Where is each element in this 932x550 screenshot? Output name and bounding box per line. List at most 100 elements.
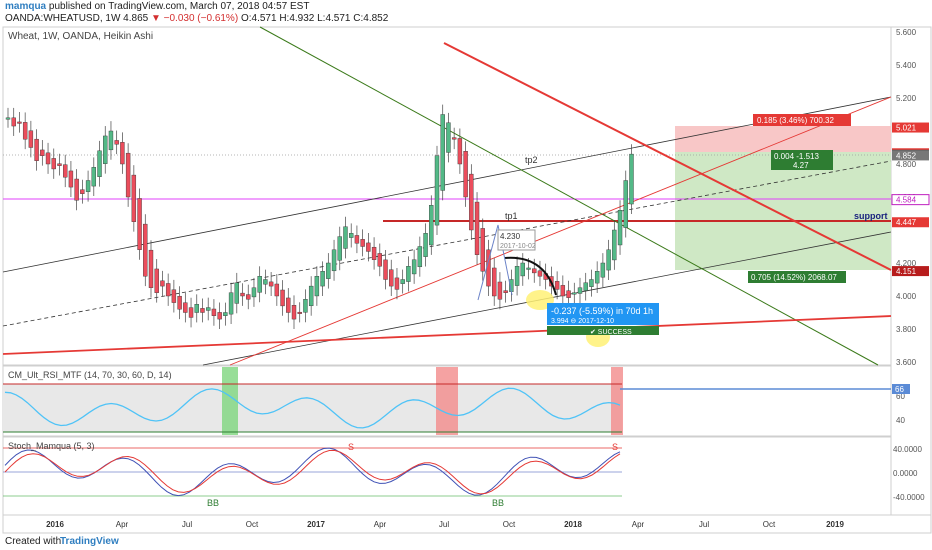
candle-body[interactable] — [594, 271, 600, 284]
candle-body[interactable] — [434, 155, 440, 226]
red-rising-line[interactable] — [229, 96, 892, 366]
candle-body[interactable] — [429, 205, 434, 246]
candle-body[interactable] — [411, 259, 417, 275]
candle-body[interactable] — [446, 122, 451, 153]
candle-body[interactable] — [297, 311, 302, 314]
candle-body[interactable] — [148, 249, 154, 288]
candle-body[interactable] — [417, 246, 423, 268]
candle-body[interactable] — [5, 117, 11, 120]
candle-body[interactable] — [583, 282, 588, 291]
candle-body[interactable] — [131, 174, 137, 222]
candle-body[interactable] — [566, 290, 571, 298]
candle-body[interactable] — [286, 297, 291, 313]
candle-body[interactable] — [440, 114, 445, 191]
candle-body[interactable] — [45, 152, 51, 165]
candle-body[interactable] — [246, 294, 251, 300]
candle-body[interactable] — [194, 304, 199, 313]
candle-body[interactable] — [160, 280, 165, 287]
candle-body[interactable] — [526, 267, 531, 270]
tp2-label[interactable]: tp2 — [525, 155, 538, 165]
candle-body[interactable] — [577, 287, 583, 294]
support-label[interactable]: support — [854, 211, 888, 221]
candle-body[interactable] — [217, 312, 222, 320]
candle-body[interactable] — [188, 307, 194, 318]
candle-body[interactable] — [200, 308, 205, 313]
candle-body[interactable] — [389, 269, 394, 287]
candle-body[interactable] — [503, 290, 508, 293]
candle-body[interactable] — [257, 276, 262, 293]
candle-body[interactable] — [108, 130, 114, 151]
measure-arc[interactable] — [504, 256, 557, 296]
candle-body[interactable] — [463, 151, 468, 198]
candle-body[interactable] — [349, 233, 354, 238]
candle-body[interactable] — [57, 163, 62, 166]
candle-body[interactable] — [560, 285, 566, 297]
candle-body[interactable] — [480, 228, 485, 272]
candle-body[interactable] — [223, 312, 228, 316]
candle-body[interactable] — [383, 259, 388, 280]
tp1-label[interactable]: tp1 — [505, 211, 518, 221]
stop-label-box[interactable] — [748, 271, 846, 283]
rsi-line[interactable] — [4, 387, 621, 429]
candle-body[interactable] — [74, 178, 79, 201]
candle-body[interactable] — [589, 279, 594, 287]
candle-body[interactable] — [606, 249, 611, 271]
candle-body[interactable] — [377, 253, 382, 267]
candle-body[interactable] — [492, 267, 497, 297]
candle-body[interactable] — [240, 292, 245, 297]
candle-body[interactable] — [617, 209, 623, 246]
candle-body[interactable] — [469, 173, 474, 231]
candle-body[interactable] — [51, 158, 56, 170]
candle-body[interactable] — [337, 236, 342, 261]
tradingview-logo[interactable]: TradingView — [60, 536, 119, 547]
candle-body[interactable] — [17, 121, 22, 124]
candle-body[interactable] — [177, 295, 182, 310]
mid-channel-line[interactable] — [2, 160, 892, 327]
candle-body[interactable] — [228, 292, 234, 315]
candle-body[interactable] — [125, 152, 131, 198]
candle-body[interactable] — [474, 201, 480, 255]
candle-body[interactable] — [629, 153, 634, 205]
candle-body[interactable] — [314, 276, 320, 297]
candle-body[interactable] — [120, 142, 125, 165]
candle-body[interactable] — [68, 170, 74, 188]
candle-body[interactable] — [457, 138, 463, 165]
candle-body[interactable] — [537, 270, 543, 277]
candle-body[interactable] — [308, 285, 314, 307]
candle-body[interactable] — [514, 266, 520, 286]
candle-body[interactable] — [600, 262, 606, 278]
candle-body[interactable] — [520, 262, 525, 277]
candle-body[interactable] — [28, 130, 34, 148]
candle-body[interactable] — [251, 287, 257, 298]
candle-body[interactable] — [497, 281, 503, 300]
candle-body[interactable] — [291, 305, 297, 320]
bottom-red-line[interactable] — [2, 315, 892, 355]
candle-body[interactable] — [423, 233, 428, 257]
candle-body[interactable] — [22, 122, 28, 140]
candle-body[interactable] — [63, 164, 68, 178]
candles-group[interactable] — [5, 104, 634, 329]
candle-body[interactable] — [114, 140, 119, 145]
candle-body[interactable] — [406, 266, 411, 282]
candle-body[interactable] — [274, 283, 280, 297]
stop-zone[interactable] — [675, 152, 891, 270]
candle-body[interactable] — [371, 246, 377, 260]
candle-body[interactable] — [34, 138, 39, 161]
candle-body[interactable] — [623, 180, 628, 228]
time-axis[interactable] — [2, 514, 932, 534]
green-down-trendline[interactable] — [259, 26, 879, 366]
candle-body[interactable] — [343, 226, 348, 249]
candle-body[interactable] — [103, 135, 108, 164]
tp1-arrow[interactable] — [477, 224, 513, 301]
candle-body[interactable] — [137, 198, 142, 250]
mid-label-box[interactable] — [771, 150, 833, 170]
candle-body[interactable] — [80, 189, 85, 194]
candle-body[interactable] — [400, 279, 405, 284]
candle-body[interactable] — [234, 282, 240, 304]
candle-body[interactable] — [354, 235, 360, 244]
target-zone[interactable] — [675, 126, 891, 152]
success-box[interactable] — [547, 326, 659, 335]
candle-body[interactable] — [165, 283, 171, 297]
candle-body[interactable] — [303, 299, 308, 313]
candle-body[interactable] — [171, 289, 177, 303]
